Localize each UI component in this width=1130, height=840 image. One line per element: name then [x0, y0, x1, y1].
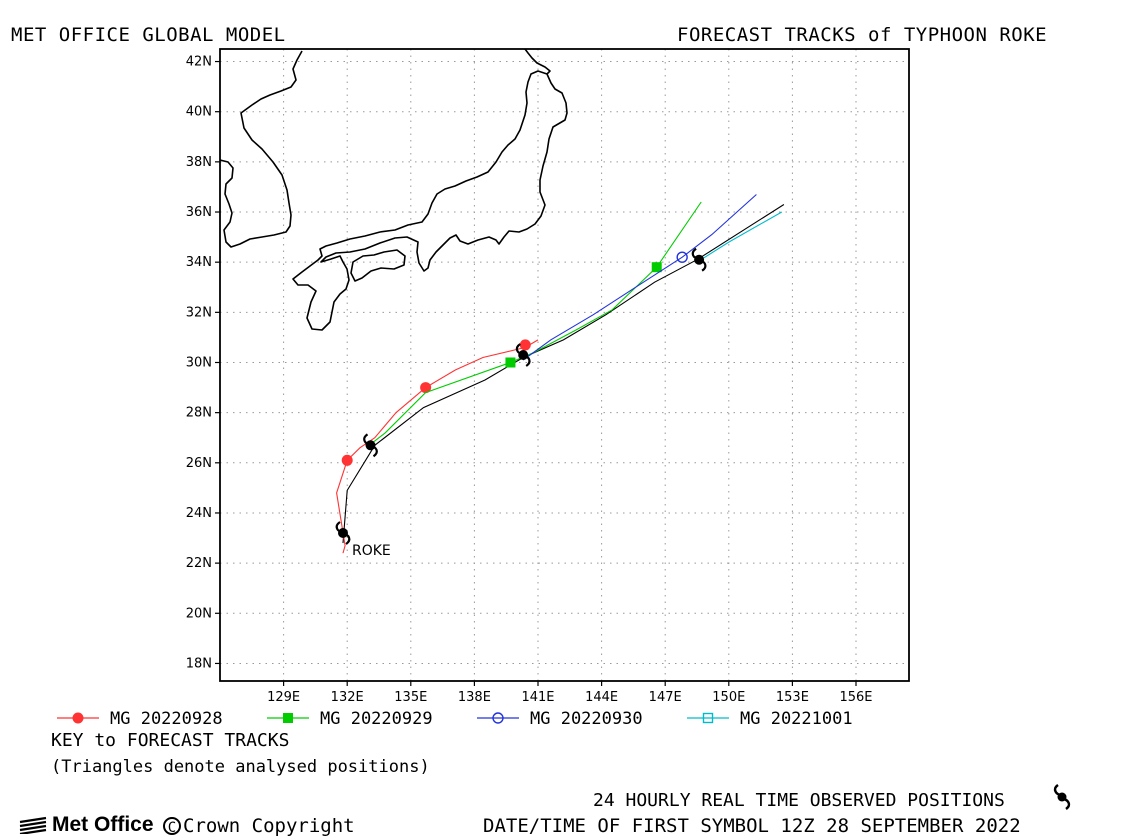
lon-tick-label: 147E [649, 690, 682, 705]
datetime-note: DATE/TIME OF FIRST SYMBOL 12Z 28 SEPTEMB… [483, 815, 1021, 837]
typhoon-symbol-icon [515, 343, 531, 367]
track-line-mg-20220930 [522, 194, 757, 361]
lon-tick-label: 141E [521, 690, 554, 705]
lat-tick-label: 20N [186, 606, 212, 621]
coast-korea [220, 50, 303, 248]
forecast-tracks [335, 194, 785, 554]
lat-tick-label: 38N [186, 155, 212, 170]
map-background [220, 49, 909, 681]
track-line-mg-20221001 [696, 211, 783, 263]
copyright-text: Crown Copyright [183, 815, 355, 837]
key-note: (Triangles denote analysed positions) [51, 757, 430, 777]
lat-tick-label: 42N [186, 55, 212, 70]
lat-tick-label: 34N [186, 255, 212, 270]
legend-marker [492, 712, 504, 724]
met-office-logo-icon [19, 816, 47, 834]
observed-symbol-icon [1053, 783, 1071, 811]
legend-label: MG 20220929 [320, 709, 433, 729]
legend-label: MG 20220928 [110, 709, 223, 729]
coastlines [220, 49, 568, 331]
key-title: KEY to FORECAST TRACKS [51, 730, 290, 751]
copyright-icon: C [163, 817, 181, 836]
typhoon-symbol-icon [335, 521, 351, 545]
lat-tick-label: 30N [186, 355, 212, 370]
lat-tick-label: 18N [186, 656, 212, 671]
track-line-mg-20220928 [336, 339, 539, 554]
coast-hokkaido-tip [524, 49, 551, 75]
lat-tick-label: 22N [186, 556, 212, 571]
axis-tick-labels: 129E 132E 135E 138E 141E 144E 147E 150E 153E 156E… [186, 55, 873, 705]
legend-label: MG 20220930 [530, 709, 643, 729]
lat-tick-label: 28N [186, 406, 212, 421]
typhoon-symbol-arm [698, 259, 707, 272]
lon-tick-label: 150E [712, 690, 745, 705]
lat-tick-label: 32N [186, 305, 212, 320]
typhoon-symbol-arm [523, 354, 531, 367]
lat-tick-label: 26N [186, 456, 212, 471]
copyright-notice: C Crown Copyright [163, 815, 355, 837]
lat-tick-label: 24N [186, 506, 212, 521]
legend: MG 20220928 MG 20220929 MG 20220930 MG 2022… [57, 709, 853, 729]
track-marker [341, 454, 353, 466]
lat-tick-label: 40N [186, 105, 212, 120]
legend-marker [702, 712, 714, 724]
lon-tick-label: 156E [839, 690, 872, 705]
legend-marker [72, 712, 84, 724]
typhoon-symbol-arm [370, 445, 378, 458]
coast-shikoku [350, 249, 406, 282]
lon-tick-label: 144E [585, 690, 618, 705]
typhoon-symbol-arm [342, 532, 351, 545]
lon-tick-label: 138E [458, 690, 491, 705]
met-office-logo: Met Office [18, 813, 154, 837]
typhoon-symbol-icon [363, 433, 378, 458]
legend-label: MG 20221001 [740, 709, 853, 729]
map-frame [219, 48, 910, 682]
track-marker [505, 357, 516, 368]
right-title: FORECAST TRACKS of TYPHOON ROKE [677, 24, 1048, 46]
track-marker [651, 262, 662, 273]
observed-positions-note: 24 HOURLY REAL TIME OBSERVED POSITIONS [593, 790, 1005, 811]
storm-name-label: ROKE [352, 543, 391, 559]
lon-tick-label: 153E [776, 690, 809, 705]
track-marker [519, 339, 531, 351]
track-marker [420, 382, 432, 394]
track-marker [676, 251, 688, 263]
lon-tick-label: 135E [394, 690, 427, 705]
logo-text: Met Office [52, 813, 154, 836]
typhoon-symbol-icon [691, 247, 707, 272]
lon-tick-label: 132E [331, 690, 364, 705]
graticule [220, 49, 909, 681]
lon-tick-label: 129E [267, 690, 300, 705]
legend-marker [283, 713, 293, 723]
left-title: MET OFFICE GLOBAL MODEL [11, 24, 286, 46]
lat-tick-label: 36N [186, 205, 212, 220]
coast-honshu [292, 70, 568, 331]
